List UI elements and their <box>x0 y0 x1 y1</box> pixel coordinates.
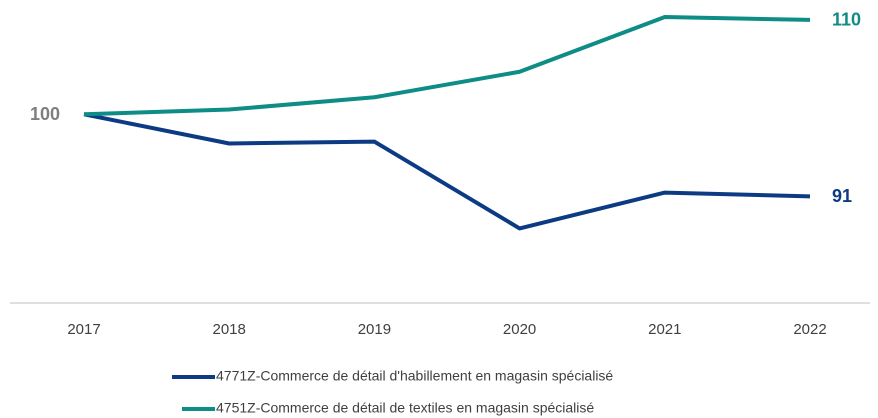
x-tick-label: 2018 <box>213 321 246 338</box>
data-label: 110 <box>832 10 861 30</box>
series-line <box>83 112 811 231</box>
legend-label: 4771Z-Commerce de détail d'habillement e… <box>216 368 613 384</box>
x-tick-label: 2020 <box>503 321 536 338</box>
x-tick-label: 2021 <box>648 321 681 338</box>
x-tick-label: 2017 <box>67 321 100 338</box>
x-tick-label: 2022 <box>793 321 826 338</box>
series-line <box>83 15 811 117</box>
x-tick-label: 2019 <box>358 321 391 338</box>
data-label: 100 <box>30 104 60 124</box>
legend-label: 4751Z-Commerce de détail de textiles en … <box>216 400 594 416</box>
data-label: 91 <box>832 186 852 206</box>
